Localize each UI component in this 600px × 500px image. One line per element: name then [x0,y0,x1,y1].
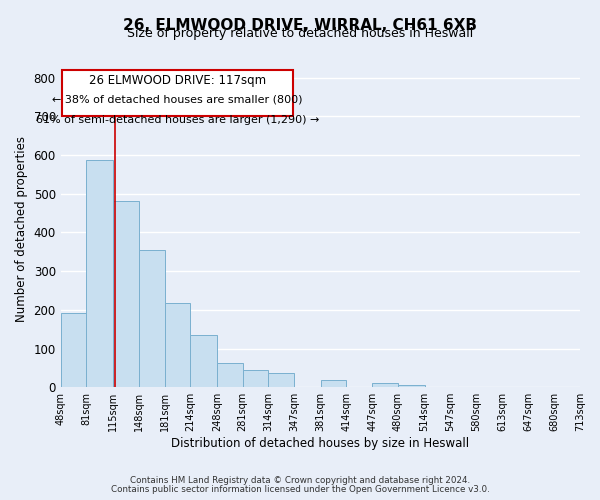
Text: ← 38% of detached houses are smaller (800): ← 38% of detached houses are smaller (80… [52,94,302,104]
Bar [217,363,242,387]
Text: 26, ELMWOOD DRIVE, WIRRAL, CH61 6XB: 26, ELMWOOD DRIVE, WIRRAL, CH61 6XB [123,18,477,32]
Bar [268,373,294,387]
X-axis label: Distribution of detached houses by size in Heswall: Distribution of detached houses by size … [171,437,469,450]
Bar [164,304,190,387]
Bar [86,160,113,387]
Bar [372,382,398,387]
Bar [139,250,164,387]
Bar [321,380,346,387]
Bar [61,312,86,387]
Text: Contains HM Land Registry data © Crown copyright and database right 2024.: Contains HM Land Registry data © Crown c… [130,476,470,485]
Text: Size of property relative to detached houses in Heswall: Size of property relative to detached ho… [127,28,473,40]
Text: Contains public sector information licensed under the Open Government Licence v3: Contains public sector information licen… [110,484,490,494]
Text: 26 ELMWOOD DRIVE: 117sqm: 26 ELMWOOD DRIVE: 117sqm [89,74,266,87]
Bar [190,336,217,387]
FancyBboxPatch shape [62,70,293,116]
Bar [398,384,425,387]
Bar [113,201,139,387]
Y-axis label: Number of detached properties: Number of detached properties [15,136,28,322]
Bar [242,370,268,387]
Text: 61% of semi-detached houses are larger (1,290) →: 61% of semi-detached houses are larger (… [36,115,319,125]
